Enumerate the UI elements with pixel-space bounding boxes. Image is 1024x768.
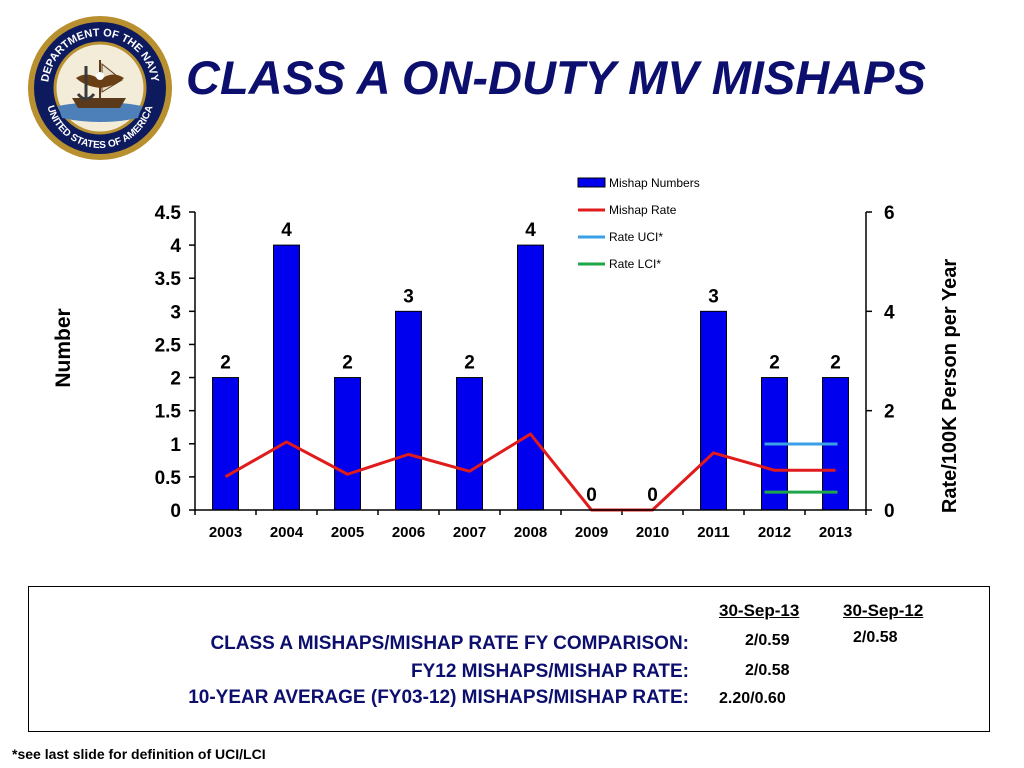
x-tick-label: 2009 (575, 524, 608, 541)
legend-swatch-bar (577, 177, 606, 188)
col1-value-1: 2/0.59 (745, 632, 790, 649)
bar-2004 (273, 244, 300, 511)
y-axis-right-ticks: 0 2 4 6 (866, 203, 895, 522)
x-tick-label: 2011 (697, 524, 730, 541)
y-axis-left-label: Number (52, 308, 75, 387)
y-left-tick-label: 0 (170, 501, 181, 522)
chart-axes (194, 212, 867, 511)
x-tick-label: 2006 (392, 524, 425, 541)
y-axis-left-ticks: 0 0.5 1 1.5 2 2.5 3 3.5 4 4.5 (155, 203, 195, 522)
slide-title: CLASS A ON-DUTY MV MISHAPS (186, 51, 926, 104)
bar-value-label-2006: 3 (403, 286, 414, 307)
bar-value-label-2013: 2 (830, 353, 841, 374)
bar-value-label-2010: 0 (647, 485, 658, 506)
y-left-tick-label: 4.5 (155, 203, 182, 224)
comparison-box: CLASS A MISHAPS/MISHAP RATE FY COMPARISO… (28, 586, 990, 732)
y-left-tick-label: 3 (170, 302, 181, 323)
bar-2003 (212, 377, 239, 511)
x-tick-label: 2010 (636, 524, 669, 541)
x-tick-label: 2013 (819, 524, 852, 541)
y-left-tick-label: 3.5 (155, 269, 182, 290)
y-axis-right-label: Rate/100K Person per Year (939, 259, 961, 513)
y-left-tick-label: 2.5 (155, 335, 182, 356)
chart-legend: Mishap Numbers Mishap Rate Rate UCI* Rate L… (577, 176, 700, 271)
bar-value-label-2005: 2 (342, 353, 353, 374)
bar-series (212, 244, 849, 511)
y-left-tick-label: 2 (170, 369, 181, 390)
bar-2007 (456, 377, 483, 511)
bar-data-labels: 2 4 2 3 2 4 0 0 3 2 2 (220, 220, 841, 506)
bar-2006 (395, 310, 422, 511)
bar-value-label-2004: 4 (281, 220, 292, 241)
navy-seal-logo: DEPARTMENT OF THE NAVY UNITED STATES OF … (28, 16, 172, 160)
ten-year-average-label: 10-YEAR AVERAGE (FY03-12) MISHAPS/MISHAP… (188, 687, 689, 708)
bar-2011 (700, 310, 727, 511)
legend-label: Mishap Rate (609, 203, 677, 217)
bar-value-label-2007: 2 (464, 353, 475, 374)
x-tick-label: 2012 (758, 524, 791, 541)
x-axis-ticks: 2003 2004 2005 2006 2007 2008 2009 2010 2011 2012… (194, 510, 867, 541)
col1-value-3: 2.20/0.60 (719, 690, 786, 707)
col1-value-2: 2/0.58 (745, 662, 790, 679)
confidence-interval-lines (764, 442, 838, 494)
x-tick-label: 2007 (453, 524, 486, 541)
y-right-tick-label: 0 (884, 501, 895, 522)
y-left-tick-label: 0.5 (155, 468, 182, 489)
bar-value-label-2011: 3 (708, 286, 719, 307)
mishap-rate-line (224, 432, 836, 512)
bar-2005 (334, 377, 361, 511)
col2-header: 30-Sep-12 (843, 601, 924, 620)
comparison-heading: CLASS A MISHAPS/MISHAP RATE FY COMPARISO… (210, 633, 689, 654)
y-left-tick-label: 4 (170, 236, 181, 257)
col1-header: 30-Sep-13 (719, 601, 800, 620)
y-right-tick-label: 2 (884, 402, 895, 423)
fy12-label: FY12 MISHAPS/MISHAP RATE: (410, 661, 689, 682)
bar-value-label-2008: 4 (525, 220, 536, 241)
footnote: *see last slide for definition of UCI/LC… (12, 746, 266, 762)
bar-value-label-2009: 0 (586, 485, 597, 506)
legend-label: Rate LCI* (609, 257, 661, 271)
bar-value-label-2003: 2 (220, 353, 231, 374)
x-tick-label: 2008 (514, 524, 547, 541)
col2-value-1: 2/0.58 (853, 629, 898, 646)
y-left-tick-label: 1.5 (155, 402, 182, 423)
legend-label: Rate UCI* (609, 230, 663, 244)
x-tick-label: 2004 (270, 524, 304, 541)
y-right-tick-label: 6 (884, 203, 895, 224)
y-right-tick-label: 4 (884, 302, 895, 323)
x-tick-label: 2003 (209, 524, 242, 541)
bar-2008 (517, 244, 544, 511)
bar-value-label-2012: 2 (769, 353, 780, 374)
x-tick-label: 2005 (331, 524, 364, 541)
legend-label: Mishap Numbers (609, 176, 700, 190)
y-left-tick-label: 1 (170, 435, 181, 456)
